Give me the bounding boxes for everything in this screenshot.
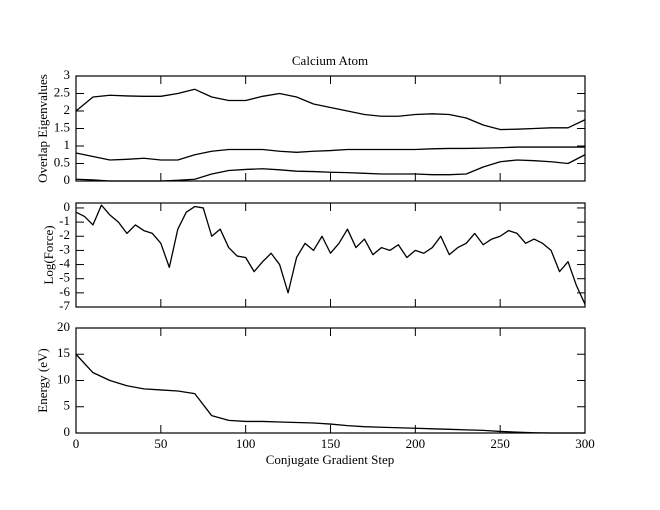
y-tick-label: -4 <box>59 256 70 271</box>
y-tick-label: -5 <box>59 270 70 285</box>
y-tick-label: 3 <box>64 67 71 82</box>
x-tick-label: 50 <box>154 436 167 451</box>
x-tick-label: 150 <box>321 436 341 451</box>
plot-frame <box>75 327 586 434</box>
line-series <box>75 146 585 161</box>
y-tick-label: 0 <box>64 199 71 214</box>
y-tick-label: 10 <box>57 371 70 386</box>
y-tick-label: 0 <box>64 172 71 187</box>
plot-frame <box>75 202 586 308</box>
y-tick-label: -6 <box>59 284 70 299</box>
y-axis-label: Overlap Eigenvalues <box>35 74 50 183</box>
x-tick-label: 200 <box>406 436 426 451</box>
y-tick-label: 0.5 <box>54 154 70 169</box>
y-tick-label: -2 <box>59 227 70 242</box>
y-tick-label: 15 <box>57 345 70 360</box>
y-tick-label: 1 <box>64 137 71 152</box>
plot-frame <box>75 75 586 182</box>
y-tick-label: 5 <box>64 398 71 413</box>
y-tick-label: -1 <box>59 213 70 228</box>
y-tick-label: 20 <box>57 319 70 334</box>
y-tick-label: 1.5 <box>54 119 70 134</box>
x-axis-label: Conjugate Gradient Step <box>266 452 395 467</box>
y-axis-label: Log(Force) <box>41 225 56 284</box>
x-tick-label: 0 <box>73 436 80 451</box>
y-tick-label: 0 <box>64 424 71 439</box>
line-series <box>75 353 585 434</box>
y-tick-label: -3 <box>59 241 70 256</box>
y-tick-label: 2 <box>64 102 71 117</box>
line-series <box>75 88 586 131</box>
y-tick-label: -7 <box>59 298 70 313</box>
y-axis-label: Energy (eV) <box>35 348 50 412</box>
line-series <box>75 204 586 305</box>
x-tick-label: 100 <box>236 436 256 451</box>
x-tick-label: 300 <box>575 436 595 451</box>
x-tick-label: 250 <box>490 436 510 451</box>
y-tick-label: 2.5 <box>54 84 70 99</box>
chart-title: Calcium Atom <box>292 53 368 68</box>
